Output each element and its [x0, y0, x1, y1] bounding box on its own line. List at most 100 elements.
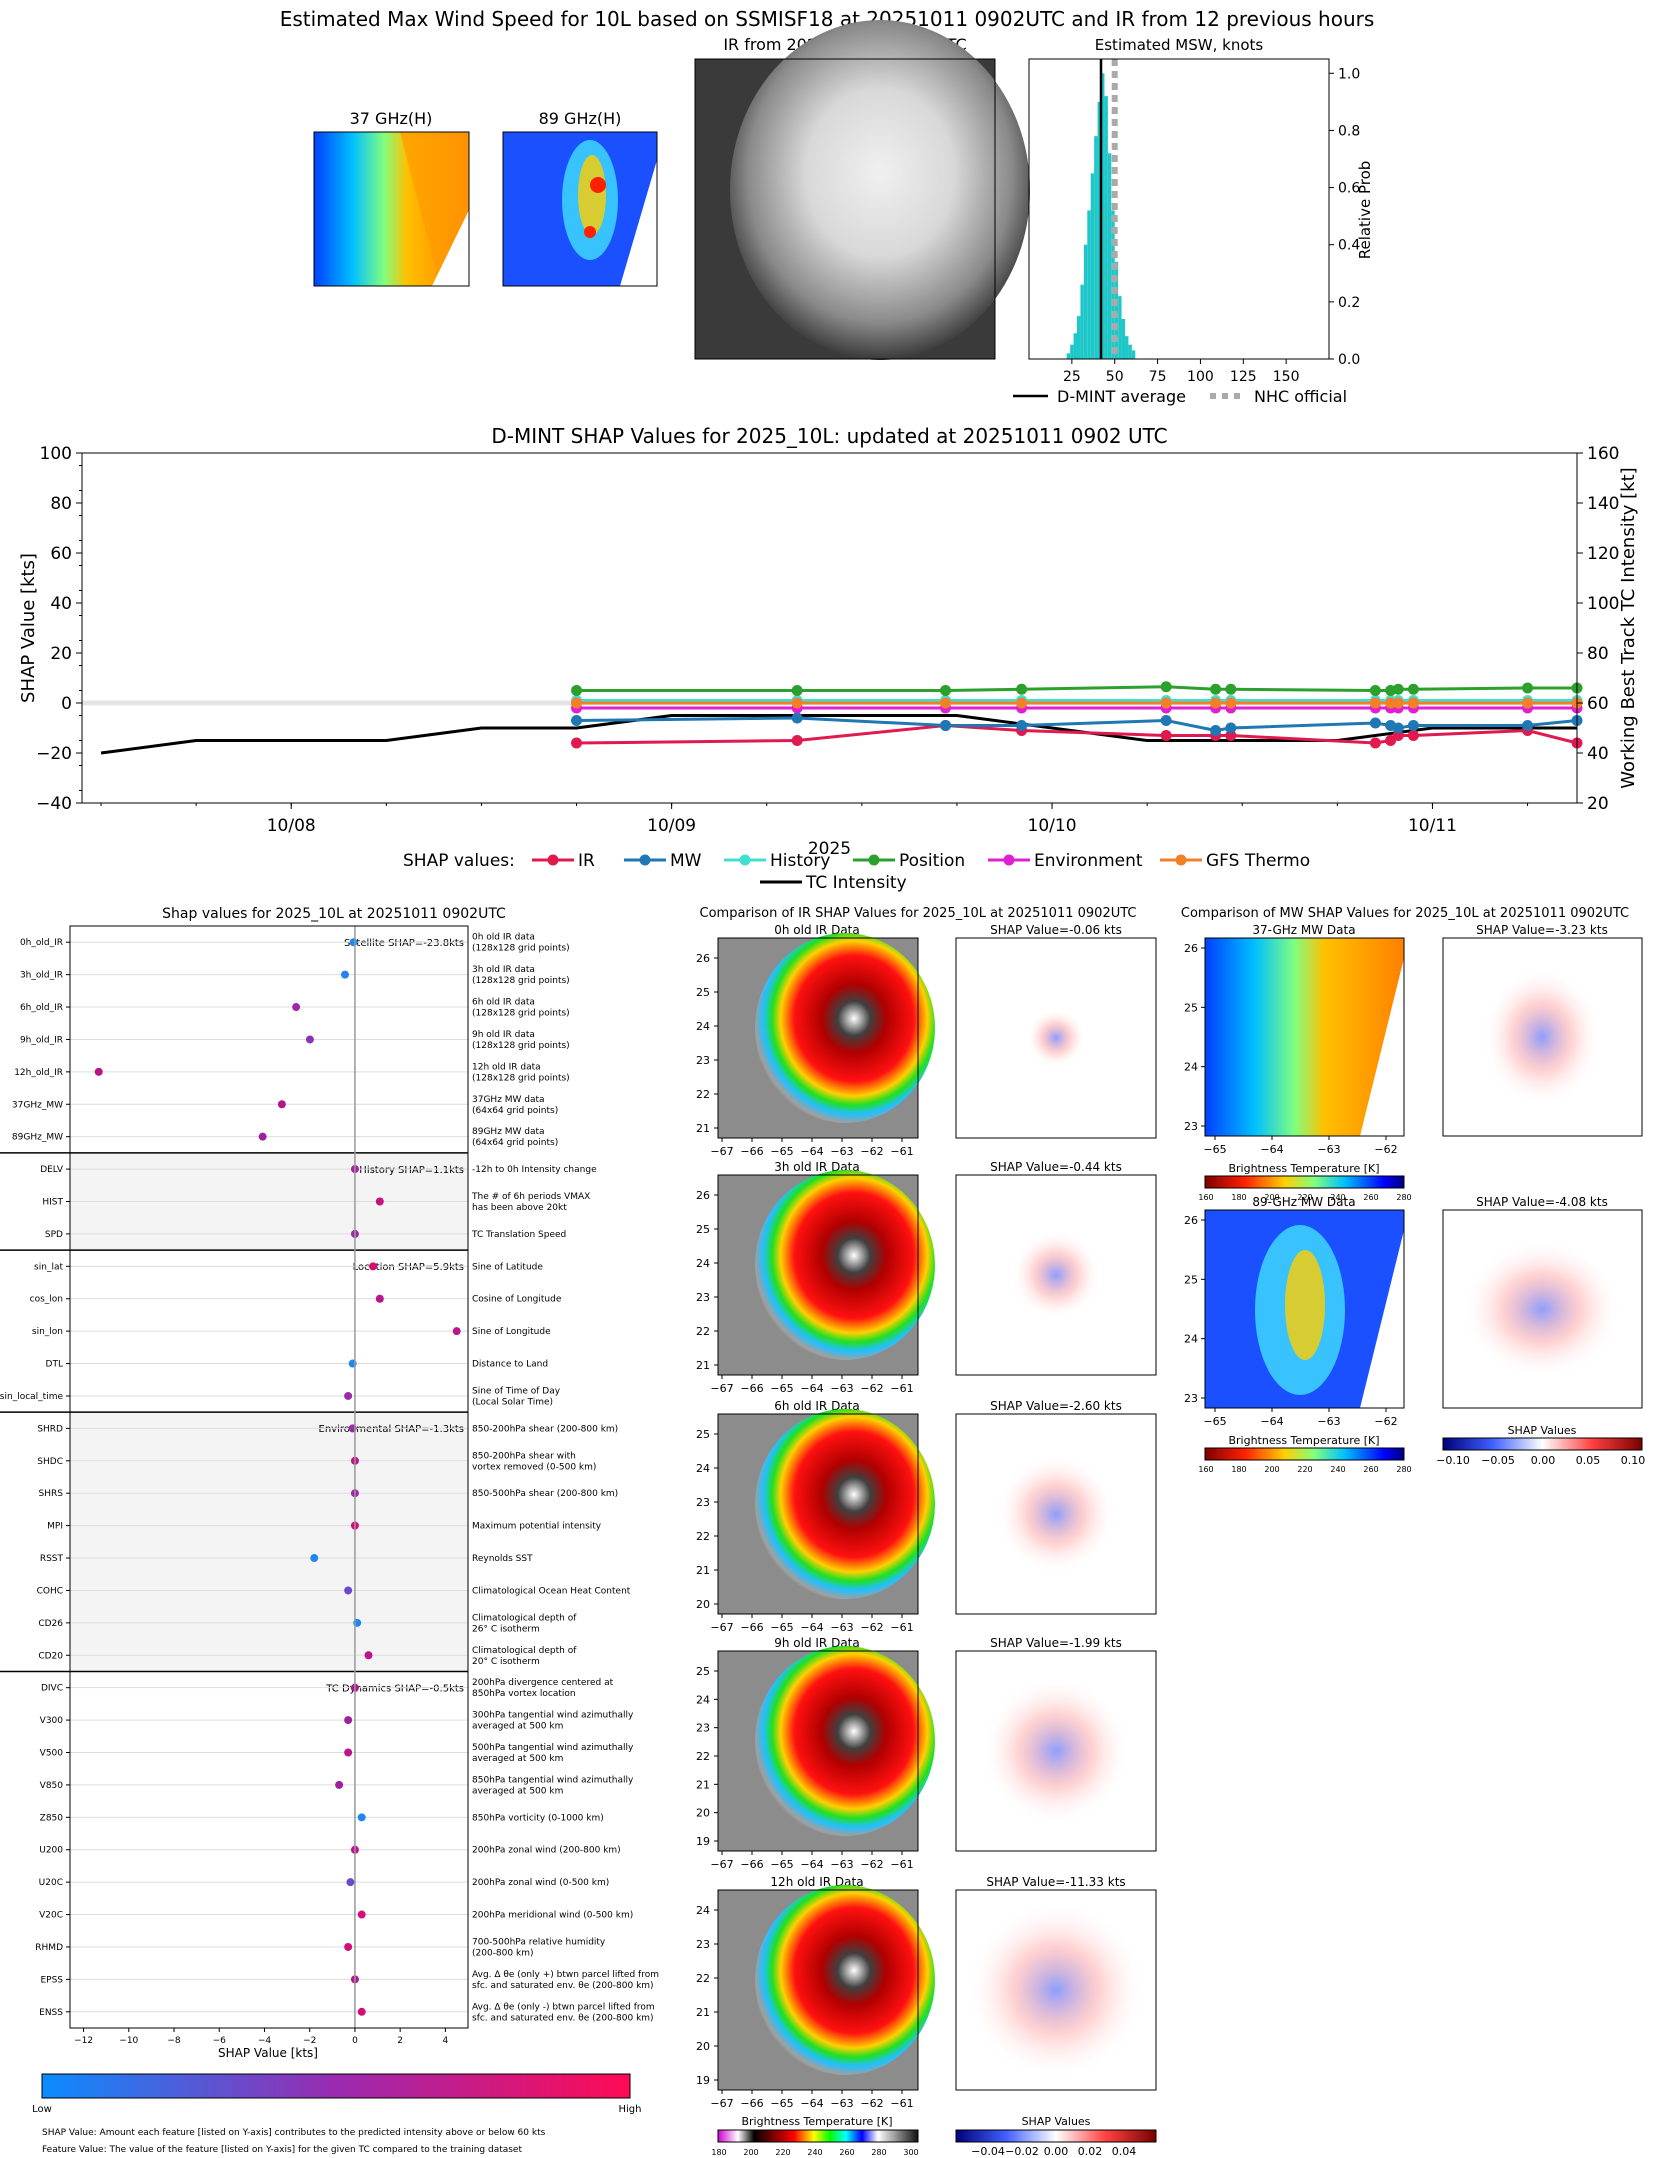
feature-desc: (64x64 grid points) — [472, 1106, 558, 1116]
series-point-gfs-thermo — [791, 697, 803, 709]
timeseries-frame — [81, 452, 1578, 804]
feature-desc: 37GHz MW data — [472, 1095, 545, 1105]
mw-bt-tick: 280 — [1396, 1193, 1411, 1202]
ts-legend-marker — [639, 854, 651, 866]
ir-xtick-label: −64 — [800, 2097, 823, 2110]
feature-desc: Sine of Latitude — [472, 1262, 543, 1272]
mw-xtick-label: −65 — [1203, 1143, 1226, 1156]
series-point-ir — [1369, 737, 1381, 749]
feature-desc: 3h old IR data — [472, 965, 535, 975]
series-point-gfs-thermo — [1160, 697, 1172, 709]
ir-xtick-label: −67 — [710, 1145, 733, 1158]
mw-bt-colorbar-label: Brightness Temperature [K] — [1228, 1162, 1379, 1175]
ir-storm — [755, 1646, 935, 1836]
ir-ytick-label: 20 — [696, 2040, 710, 2053]
ir-frame — [717, 1650, 919, 1852]
feature-shap-point — [277, 1100, 286, 1109]
ir-xtick-label: −65 — [770, 2097, 793, 2110]
mw-bt-tick: 240 — [1330, 1465, 1345, 1474]
ir-shap-pattern — [1011, 1230, 1101, 1320]
mw-shap-frame — [1442, 937, 1643, 1137]
ts-xtick-label: 10/09 — [647, 816, 696, 836]
ir-frame — [717, 1889, 919, 2091]
mw-shap-tick: −0.10 — [1436, 1454, 1470, 1467]
ts-legend-label: MW — [670, 851, 702, 871]
legend-dmint-label: D-MINT average — [1057, 387, 1186, 406]
ir-bt-colorbar — [717, 2129, 919, 2143]
hist-bar — [1128, 344, 1132, 359]
mw-shap-tick: −0.05 — [1481, 1454, 1515, 1467]
hist-bar — [1094, 136, 1098, 359]
ir-ytick-label: 25 — [696, 1223, 710, 1236]
feature-desc: sfc. and saturated env. θe (200-800 km) — [472, 2013, 654, 2023]
mw-thumb-89: 89 GHz(H) — [502, 109, 658, 287]
mw-bt-tick: 260 — [1363, 1465, 1378, 1474]
ir-xtick-label: −61 — [890, 1145, 913, 1158]
feature-desc: sfc. and saturated env. θe (200-800 km) — [472, 1981, 654, 1991]
ir-ytick-label: 24 — [696, 1462, 710, 1475]
series-point-position — [791, 685, 803, 696]
mw-bt-tick: 280 — [1396, 1465, 1411, 1474]
hist-bar — [1077, 316, 1081, 359]
mw-ytick-label: 25 — [1184, 1273, 1198, 1286]
feature-name: 3h_old_IR — [20, 971, 63, 981]
ts-legend-label: Position — [899, 851, 965, 871]
ir-xtick-label: −63 — [830, 1382, 853, 1395]
ir-shap-comparison: Comparison of IR SHAP Values for 2025_10… — [696, 906, 1157, 2158]
colorbar-high-label: High — [619, 2104, 642, 2115]
feature-name: MPI — [47, 1522, 63, 1532]
shap-xtick-label: −8 — [167, 2036, 181, 2046]
feature-desc: 200hPa zonal wind (200-800 km) — [472, 1846, 621, 1856]
ir-ytick-label: 22 — [696, 1325, 710, 1338]
feature-desc: 6h old IR data — [472, 998, 535, 1008]
hist-ytick-label: 1.0 — [1338, 66, 1360, 82]
ir-xtick-label: −62 — [860, 1858, 883, 1871]
ts-ytick-label: 100 — [40, 444, 72, 464]
ir-shap-tick: 0.04 — [1112, 2145, 1137, 2158]
ir-xtick-label: −62 — [860, 1621, 883, 1634]
feature-shap-point — [344, 1716, 353, 1725]
ir-shap-value-title: SHAP Value=-0.06 kts — [990, 923, 1122, 937]
ir-shap-frame — [955, 1174, 1157, 1376]
mw-bt-colorbar — [1204, 1175, 1405, 1189]
ir-ytick-label: 25 — [696, 1428, 710, 1441]
mw-xtick-label: −64 — [1260, 1143, 1283, 1156]
ir-ytick-label: 24 — [696, 1257, 710, 1270]
ts-y2tick-label: 40 — [1587, 744, 1609, 764]
feature-desc: Climatological depth of — [472, 1646, 577, 1656]
feature-shap-point — [258, 1132, 267, 1141]
mw-bt-tick: 220 — [1297, 1465, 1312, 1474]
hist-ytick-label: 0.6 — [1338, 181, 1360, 197]
mw-swath-edge — [1360, 1230, 1404, 1408]
feature-name: sin_lon — [32, 1327, 63, 1337]
ir-shap-colorbar — [955, 2129, 1157, 2143]
feature-desc: Climatological Ocean Heat Content — [472, 1586, 631, 1596]
series-point-mw — [1522, 720, 1534, 731]
shap-panel-frame — [69, 925, 469, 2029]
feature-name: CD26 — [38, 1619, 63, 1629]
mw-bt-tick: 200 — [1264, 1193, 1279, 1202]
mw-ytick-label: 26 — [1184, 942, 1198, 955]
shap-xtick-label: −4 — [258, 2036, 272, 2046]
mw-ytick-label: 24 — [1184, 1333, 1198, 1346]
series-line-position — [576, 685, 1577, 692]
ts-y2tick-label: 140 — [1587, 494, 1619, 514]
feature-desc: 20° C isotherm — [472, 1657, 540, 1667]
ts-ytick-label: −40 — [36, 794, 72, 814]
mw-bt-colorbar-label: Brightness Temperature [K] — [1228, 1434, 1379, 1447]
ir-ytick-label: 25 — [696, 986, 710, 999]
msw-histogram: Estimated MSW, knots 25 50 75 100 125 150 0.0 0.… — [1013, 36, 1374, 406]
mw-bt-tick: 260 — [1363, 1193, 1378, 1202]
ir-shap-value-title: SHAP Value=-2.60 kts — [990, 1399, 1122, 1413]
ir-ytick-label: 19 — [696, 1835, 710, 1848]
ir-xtick-label: −67 — [710, 1621, 733, 1634]
mw-ytick-label: 25 — [1184, 1001, 1198, 1014]
ir-xtick-label: −64 — [800, 1621, 823, 1634]
feature-value-colorbar — [41, 2073, 631, 2099]
feature-name: RSST — [40, 1554, 64, 1564]
feature-desc: (128x128 grid points) — [472, 1041, 570, 1051]
feature-shap-point — [369, 1262, 378, 1271]
ts-xtick-label: 10/11 — [1408, 816, 1457, 836]
mw-ytick-label: 26 — [1184, 1214, 1198, 1227]
footnote-shap: SHAP Value: Amount each feature [listed … — [42, 2128, 546, 2138]
